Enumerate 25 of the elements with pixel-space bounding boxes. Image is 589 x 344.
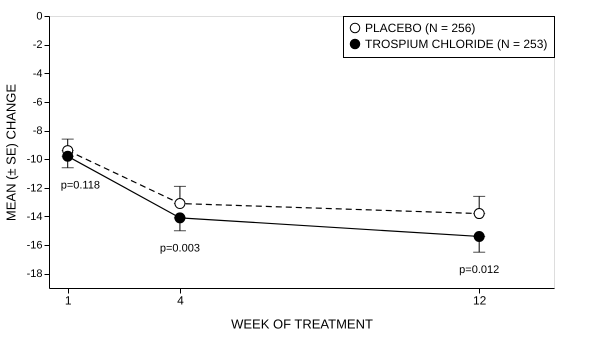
y-tick-label: -12	[26, 182, 42, 194]
y-tick-label: -14	[26, 210, 42, 223]
point	[474, 208, 485, 220]
point	[62, 150, 74, 162]
y-tick-label: 0	[36, 10, 42, 22]
y-tick-label: -2	[32, 39, 42, 52]
y-axis-title: MEAN (± SE) CHANGE	[4, 84, 19, 222]
y-tick-label: -6	[32, 96, 42, 108]
x-axis-title: WEEK OF TREATMENT	[231, 316, 373, 332]
point	[174, 212, 186, 224]
legend-label: TROSPIUM CHLORIDE (N = 253)	[365, 37, 548, 51]
point	[474, 230, 485, 242]
annotation: p=0.003	[160, 242, 200, 255]
y-tick-label: -10	[26, 154, 42, 166]
annotation: p=0.012	[459, 264, 500, 276]
annotation: p=0.118	[60, 180, 100, 192]
legend-label: PLACEBO (N = 256)	[365, 21, 476, 35]
point	[174, 198, 186, 210]
y-tick-label: -8	[32, 125, 42, 138]
x-tick-label: 1	[64, 294, 72, 308]
x-tick-label: 4	[177, 294, 184, 308]
y-tick-label: -4	[32, 68, 42, 80]
y-tick-label: -18	[26, 268, 42, 280]
y-tick-label: -16	[26, 240, 42, 252]
x-tick-label: 12	[473, 294, 487, 308]
